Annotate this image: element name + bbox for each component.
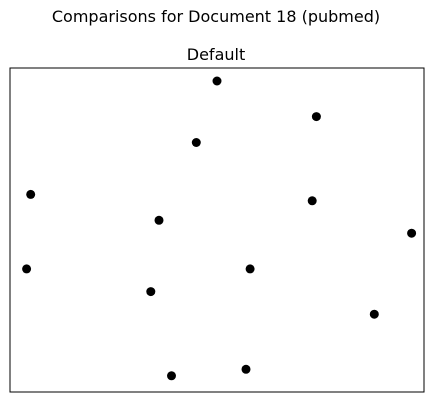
figure-suptitle: Comparisons for Document 18 (pubmed)	[52, 7, 380, 26]
scatter-point	[154, 215, 164, 225]
scatter-point	[191, 138, 201, 147]
chart-title: Default	[187, 45, 245, 64]
scatter-points	[22, 76, 417, 381]
scatter-point	[369, 309, 379, 319]
scatter-point	[22, 264, 32, 274]
scatter-point	[407, 228, 417, 238]
plot-area-frame	[9, 67, 425, 393]
scatter-point	[26, 189, 36, 199]
scatter-point	[245, 264, 255, 274]
scatter-point	[241, 364, 251, 374]
scatter-point	[146, 287, 156, 297]
scatter-point	[307, 196, 317, 206]
scatter-point	[311, 112, 321, 122]
scatter-point	[167, 371, 176, 381]
scatter-point	[212, 76, 222, 86]
